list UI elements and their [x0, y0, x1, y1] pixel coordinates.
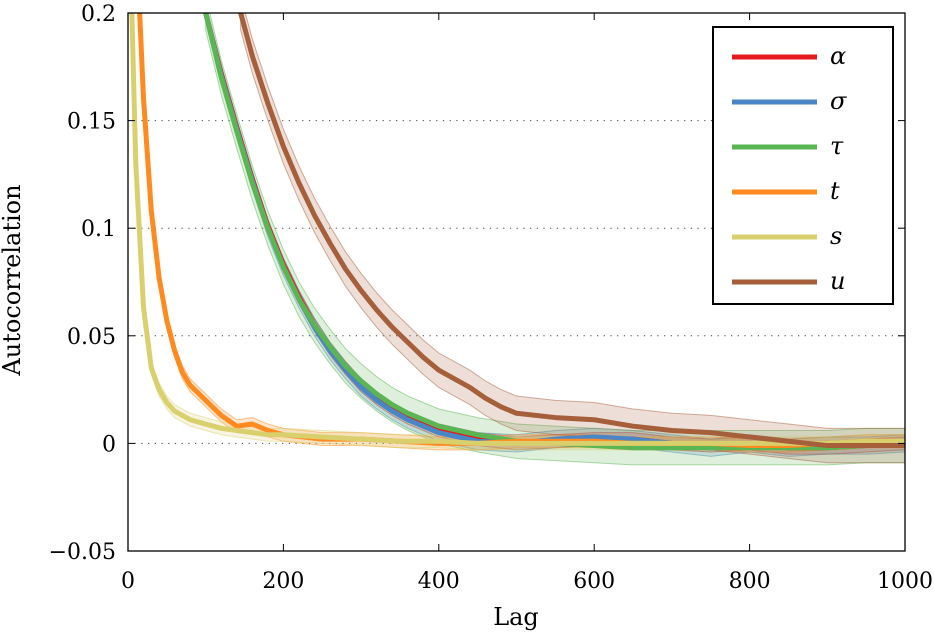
legend-label: t [830, 177, 840, 205]
x-axis-title: Lag [493, 603, 539, 631]
legend-label: u [830, 267, 845, 295]
x-tick-label: 800 [729, 569, 771, 594]
y-tick-label: 0.2 [81, 2, 116, 27]
band-u [240, 13, 905, 464]
y-tick-label: 0 [102, 432, 116, 457]
y-tick-label: 0.1 [81, 217, 116, 242]
band-s [131, 13, 905, 451]
y-tick-label: 0.05 [67, 325, 116, 350]
legend-label: σ [830, 87, 847, 115]
x-tick-label: 400 [418, 569, 460, 594]
y-tick-label: −0.05 [49, 540, 116, 565]
y-tick-label: 0.15 [67, 110, 116, 135]
x-tick-label: 600 [573, 569, 615, 594]
legend-label: s [830, 222, 842, 250]
series-line-u [238, 13, 905, 449]
x-tick-label: 200 [262, 569, 304, 594]
series-lines [129, 13, 905, 451]
series-line-τ [203, 13, 905, 451]
y-axis-title: Autocorrelation [0, 184, 26, 376]
band-τ [205, 13, 905, 466]
plot-frame [127, 12, 906, 552]
legend-label: α [830, 42, 846, 70]
x-tick-label: 1000 [877, 569, 933, 594]
band-σ [205, 13, 905, 457]
legend-box [712, 26, 894, 305]
x-tick-label: 0 [121, 569, 135, 594]
series-line-s [129, 13, 905, 446]
legend-label: τ [830, 132, 844, 160]
